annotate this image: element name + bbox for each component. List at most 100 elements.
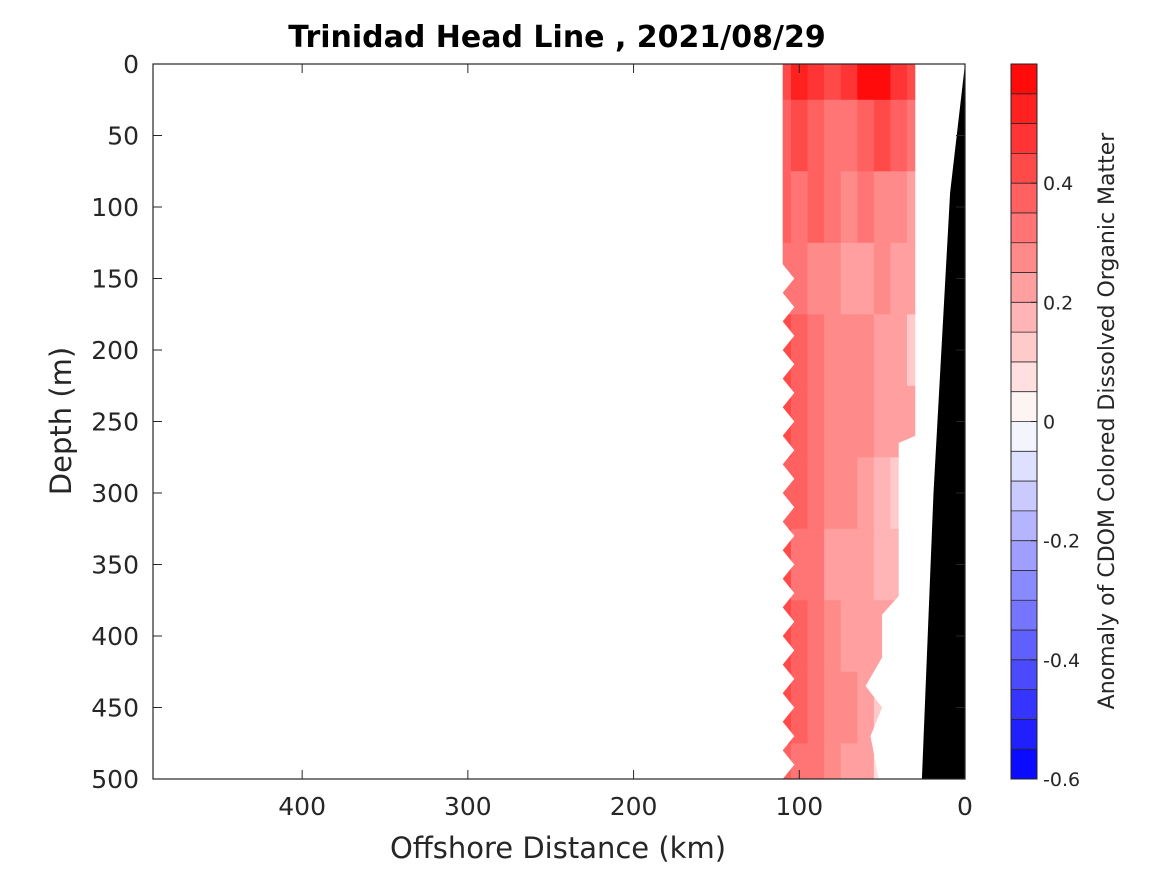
anomaly-cell xyxy=(840,64,858,101)
anomaly-cell xyxy=(824,600,842,673)
anomaly-cell xyxy=(782,171,792,244)
colorbar-level xyxy=(1011,272,1037,303)
anomaly-cell xyxy=(873,600,892,673)
anomaly-cell xyxy=(873,171,892,244)
anomaly-cell xyxy=(907,385,916,458)
colorbar-tick-label: 0.4 xyxy=(1043,173,1073,195)
anomaly-cell xyxy=(791,743,809,779)
y-tick-label: 0 xyxy=(123,50,139,79)
anomaly-cell xyxy=(840,242,858,315)
y-tick-label: 150 xyxy=(91,265,139,294)
anomaly-cell xyxy=(857,99,875,172)
anomaly-cell xyxy=(782,99,792,172)
anomaly-cell xyxy=(857,600,875,673)
y-tick-label: 100 xyxy=(91,193,139,222)
colorbar-tick-label: 0.2 xyxy=(1043,292,1073,314)
x-axis-label: Offshore Distance (km) xyxy=(390,831,726,865)
anomaly-cell xyxy=(824,314,842,387)
anomaly-cell xyxy=(791,600,809,673)
colorbar-level xyxy=(1011,302,1037,333)
colorbar-tick-label: 0 xyxy=(1043,412,1055,434)
anomaly-cell xyxy=(791,385,809,458)
colorbar-level xyxy=(1011,242,1037,273)
anomaly-cell xyxy=(807,671,825,744)
anomaly-cell xyxy=(824,743,842,779)
anomaly-cell xyxy=(824,99,842,172)
anomaly-cell xyxy=(890,242,908,315)
colorbar-label: Anomaly of CDOM Colored Dissolved Organi… xyxy=(1095,132,1120,710)
chart-title: Trinidad Head Line , 2021/08/29 xyxy=(288,20,825,55)
anomaly-cell xyxy=(907,64,916,101)
anomaly-cell xyxy=(791,64,809,101)
anomaly-cell xyxy=(890,528,908,601)
colorbar-level xyxy=(1011,451,1037,482)
anomaly-cell xyxy=(857,314,875,387)
anomaly-cell xyxy=(873,528,892,601)
anomaly-cell xyxy=(782,242,792,315)
x-tick-label: 400 xyxy=(278,792,326,821)
y-tick-label: 50 xyxy=(107,122,139,151)
colorbar-level xyxy=(1011,689,1037,720)
anomaly-cell xyxy=(807,457,825,530)
anomaly-cell xyxy=(890,385,908,458)
anomaly-cell xyxy=(890,171,908,244)
anomaly-cell xyxy=(807,171,825,244)
y-tick-label: 450 xyxy=(91,694,139,723)
colorbar-level xyxy=(1011,510,1037,541)
anomaly-cell xyxy=(824,671,842,744)
anomaly-cell xyxy=(907,242,916,315)
anomaly-cell xyxy=(782,600,792,673)
anomaly-cell xyxy=(907,600,916,673)
colorbar-level xyxy=(1011,421,1037,452)
anomaly-cell xyxy=(873,743,892,779)
colorbar-level xyxy=(1011,93,1037,124)
colorbar-tick-label: -0.2 xyxy=(1043,531,1080,553)
bathymetry-shape xyxy=(921,64,965,779)
y-tick-label: 500 xyxy=(91,765,139,794)
x-tick-label: 300 xyxy=(444,792,492,821)
anomaly-cell xyxy=(907,743,916,779)
anomaly-cell xyxy=(782,528,792,601)
anomaly-cell xyxy=(782,64,792,101)
anomaly-cell xyxy=(791,457,809,530)
anomaly-cell xyxy=(873,64,892,101)
anomaly-cell xyxy=(857,671,875,744)
anomaly-cell xyxy=(807,743,825,779)
y-tick-label: 200 xyxy=(91,336,139,365)
anomaly-cell xyxy=(890,671,908,744)
anomaly-cell xyxy=(857,743,875,779)
x-tick-label: 200 xyxy=(610,792,658,821)
colorbar-level xyxy=(1011,481,1037,512)
y-tick-label: 400 xyxy=(91,622,139,651)
anomaly-cell xyxy=(840,671,858,744)
anomaly-cell xyxy=(873,671,892,744)
colorbar-level xyxy=(1011,64,1037,95)
anomaly-cell xyxy=(791,528,809,601)
anomaly-cell xyxy=(824,385,842,458)
colorbar-level xyxy=(1011,719,1037,750)
anomaly-cell xyxy=(782,743,792,779)
anomaly-cell xyxy=(782,457,792,530)
x-axis: 400 300 200 100 0 xyxy=(278,64,973,821)
anomaly-cell xyxy=(873,457,892,530)
anomaly-cell xyxy=(807,528,825,601)
colorbar: -0.6 -0.4 -0.2 0 0.2 0.4 xyxy=(1010,63,1080,791)
anomaly-cell xyxy=(791,242,809,315)
anomaly-cell xyxy=(873,314,892,387)
anomaly-contour-field xyxy=(782,64,916,779)
colorbar-level xyxy=(1011,183,1037,214)
y-tick-label: 350 xyxy=(91,551,139,580)
colorbar-level xyxy=(1011,153,1037,184)
anomaly-cell xyxy=(840,314,858,387)
y-tick-label: 300 xyxy=(91,479,139,508)
colorbar-level xyxy=(1011,540,1037,571)
anomaly-cell xyxy=(807,242,825,315)
anomaly-cell xyxy=(857,457,875,530)
anomaly-cell xyxy=(890,64,908,101)
anomaly-cell xyxy=(807,600,825,673)
colorbar-level xyxy=(1011,332,1037,363)
colorbar-level xyxy=(1011,600,1037,631)
colorbar-level xyxy=(1011,361,1037,393)
anomaly-cell xyxy=(840,457,858,530)
